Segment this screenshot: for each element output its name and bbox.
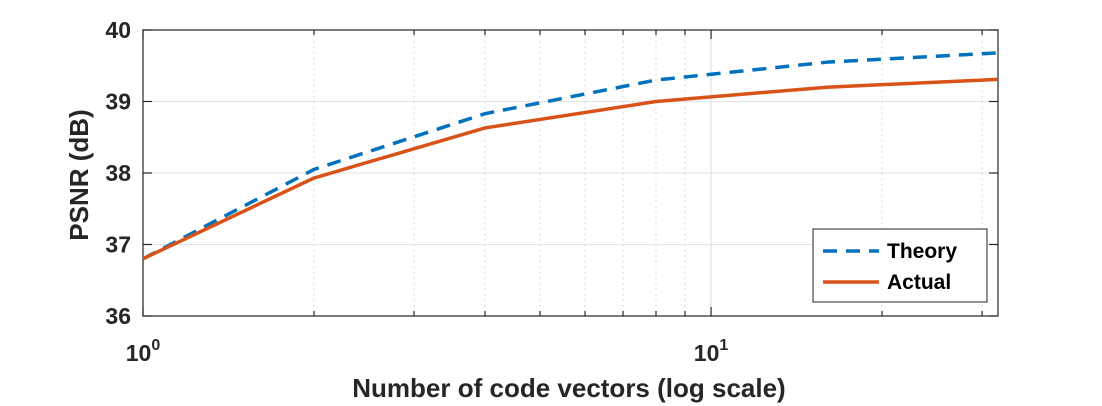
legend: Theory Actual <box>812 228 988 303</box>
series-line-theory <box>142 51 999 261</box>
legend-label-theory: Theory <box>887 240 957 263</box>
y-tick-label: 36 <box>105 303 131 329</box>
x-axis-title: Number of code vectors (log scale) <box>352 373 785 403</box>
y-tick-label: 37 <box>105 232 131 258</box>
y-axis-title: PSNR (dB) <box>64 109 94 240</box>
x-tick-label: 101 <box>694 337 729 366</box>
y-tick-label: 38 <box>105 160 131 186</box>
legend-label-actual: Actual <box>887 271 951 294</box>
series-line-actual <box>142 77 999 261</box>
x-tick-label: 100 <box>126 337 161 366</box>
y-tick-label: 40 <box>105 17 131 43</box>
y-tick-label: 39 <box>105 89 131 115</box>
axis-ticks: 36 37 38 39 40 100 101 <box>105 17 998 366</box>
series-lines <box>142 51 999 261</box>
legend-box <box>812 228 988 303</box>
